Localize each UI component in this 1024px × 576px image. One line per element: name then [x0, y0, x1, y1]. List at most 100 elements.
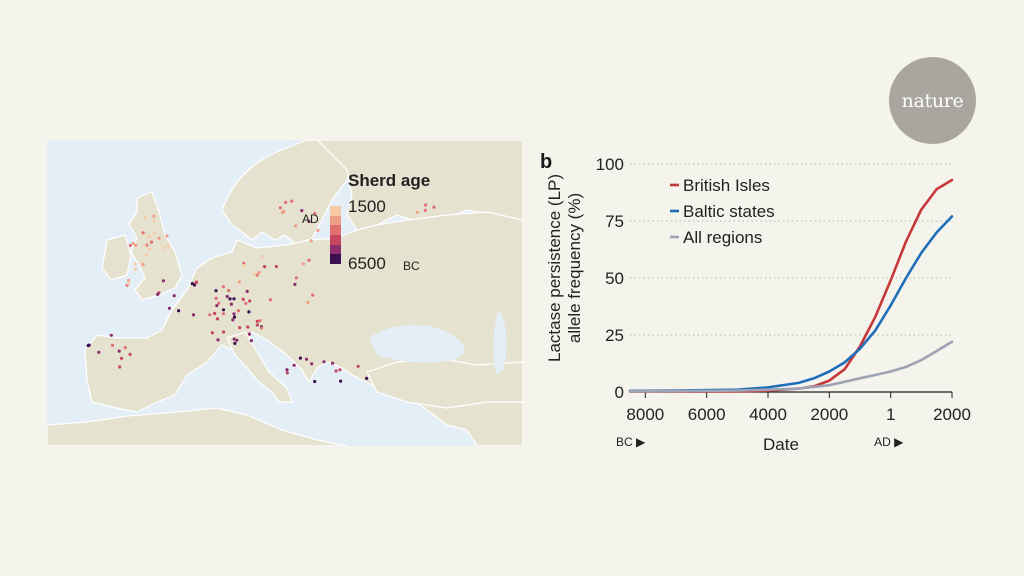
- legend-color-step: [330, 244, 341, 255]
- panel-b-letter: b: [540, 151, 553, 173]
- sherd-point: [255, 319, 259, 323]
- sherd-point: [162, 246, 166, 250]
- north-africa-land: [47, 407, 348, 446]
- sherd-point: [221, 312, 226, 316]
- great-britain-land: [128, 191, 183, 301]
- sherd-point: [253, 272, 257, 277]
- sherd-point: [285, 368, 289, 372]
- lp-frequency-chart-svg: 0 25 50 75 100 8000 6000 4000 2000 1 2000 BC ▶ AD ▶ D…: [545, 155, 971, 454]
- sherd-point: [215, 317, 220, 321]
- sherd-point: [157, 236, 161, 240]
- sherd-point: [313, 379, 317, 384]
- sherd-point: [191, 313, 196, 317]
- sherd-point: [118, 365, 122, 369]
- sherd-point: [261, 254, 265, 258]
- legend-entry: All regions: [683, 228, 762, 247]
- europe-sherd-map: Sherd age AD 1500 6500 BC: [47, 140, 523, 446]
- sherd-point: [423, 208, 427, 212]
- italy-land: [226, 331, 293, 403]
- sherd-point: [161, 279, 166, 283]
- sherd-point: [300, 209, 304, 213]
- sherd-point: [126, 282, 131, 286]
- sherd-point: [117, 349, 121, 353]
- lp-frequency-chart: 0 25 50 75 100 8000 6000 4000 2000 1 2000 BC ▶ AD ▶ D…: [540, 150, 990, 470]
- y-tick-label: 100: [596, 155, 624, 174]
- legend-bottom-label: 6500: [348, 254, 386, 273]
- series-line-1: [628, 215, 954, 393]
- sherd-point: [242, 263, 246, 268]
- legend-era-bc: BC: [403, 259, 420, 273]
- sherd-point: [294, 224, 298, 228]
- x-tick-label: 8000: [626, 405, 664, 424]
- sherd-point: [292, 363, 296, 367]
- sherd-point: [119, 356, 124, 360]
- sherd-point: [284, 200, 288, 204]
- y-tick-label: 0: [615, 383, 624, 402]
- sherd-point: [229, 302, 233, 306]
- sherd-point: [424, 203, 428, 207]
- sherd-point: [306, 300, 310, 304]
- sherd-point: [133, 267, 137, 271]
- legend-entry: British Isles: [683, 176, 770, 195]
- sherd-point: [365, 376, 369, 380]
- sherd-point: [126, 278, 131, 282]
- y-tick-label: 50: [605, 269, 624, 288]
- sherd-point: [208, 313, 212, 317]
- sherd-point: [285, 371, 289, 375]
- europe-map-svg: [47, 140, 523, 446]
- sherd-point: [232, 315, 237, 319]
- legend-top-label: 1500: [348, 197, 386, 216]
- sherd-point: [255, 323, 259, 327]
- y-axis-label: Lactase persistence (LP)allele frequency…: [545, 174, 584, 362]
- sherd-point: [290, 199, 294, 203]
- sherd-point: [246, 325, 250, 329]
- sherd-point: [194, 281, 198, 285]
- sherd-point: [242, 261, 246, 265]
- sherd-point: [128, 243, 132, 248]
- sherd-point: [167, 306, 171, 310]
- sherd-points: [86, 199, 436, 384]
- x-tick-label: 4000: [749, 405, 787, 424]
- sherd-point: [141, 231, 145, 235]
- sherd-point: [213, 311, 217, 316]
- sherd-point: [152, 214, 156, 218]
- sherd-point: [415, 210, 419, 214]
- sherd-point: [241, 297, 245, 301]
- sherd-point: [247, 332, 252, 336]
- sherd-point: [310, 362, 314, 366]
- sherd-point: [294, 276, 298, 280]
- sherd-point: [227, 289, 231, 293]
- sherd-point: [232, 312, 236, 316]
- sherd-point: [293, 282, 297, 286]
- sherd-point: [356, 364, 360, 368]
- sherd-point: [268, 298, 272, 302]
- sherd-point: [216, 338, 220, 342]
- era-label: BC ▶: [616, 435, 646, 449]
- sherd-point: [331, 361, 335, 365]
- sherd-point: [192, 283, 197, 287]
- black-sea: [369, 324, 465, 363]
- sherd-point: [245, 289, 249, 293]
- sherd-point: [258, 319, 262, 323]
- sherd-point: [307, 219, 311, 223]
- sherd-point: [97, 350, 101, 354]
- sherd-point: [233, 341, 237, 345]
- legend-color-step: [330, 234, 341, 245]
- sherd-point: [248, 299, 252, 303]
- sherd-point: [316, 228, 320, 232]
- sherd-point: [214, 296, 218, 300]
- sherd-point: [133, 262, 137, 266]
- sherd-point: [263, 265, 267, 269]
- sherd-point: [338, 368, 342, 372]
- sherd-point: [228, 297, 232, 301]
- nature-logo: nature: [889, 57, 976, 144]
- sherd-point: [217, 301, 221, 305]
- sherd-point: [215, 304, 219, 308]
- x-tick-label: 6000: [688, 405, 726, 424]
- era-label: AD ▶: [874, 435, 904, 449]
- sherd-point: [222, 330, 226, 334]
- sherd-point: [109, 333, 113, 337]
- sherd-point: [148, 247, 152, 251]
- sherd-point: [247, 310, 251, 314]
- sherd-point: [147, 234, 151, 238]
